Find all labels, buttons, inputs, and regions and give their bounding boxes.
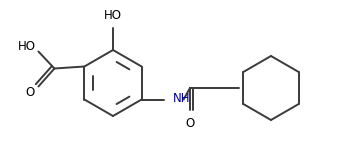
Text: O: O: [25, 86, 34, 99]
Text: NH: NH: [173, 92, 190, 105]
Text: HO: HO: [104, 9, 122, 22]
Text: O: O: [186, 117, 195, 130]
Text: HO: HO: [17, 40, 35, 53]
